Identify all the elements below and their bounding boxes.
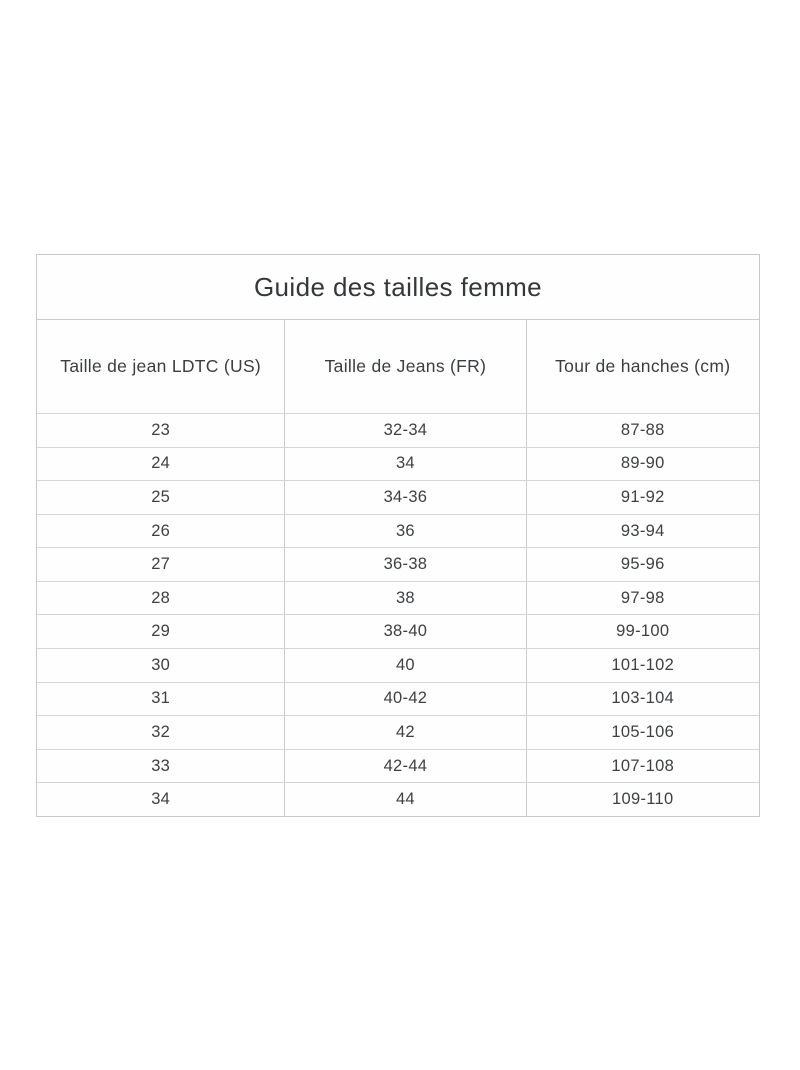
table-cell-us-size: 34 <box>37 783 286 816</box>
table-row: 27 36-38 95-96 <box>37 547 759 581</box>
table-cell-fr-size: 42-44 <box>285 749 527 783</box>
table-cell-hip-measure: 93-94 <box>620 521 665 540</box>
table-cell-hip-measure: 89-90 <box>620 454 665 473</box>
table-cell-us-size: 28 <box>37 581 286 615</box>
table-row: 29 38-40 99-100 <box>37 614 759 649</box>
table-row: 23 32-34 87-88 <box>37 413 759 447</box>
table-cell-hip-measure: 95-96 <box>620 555 665 574</box>
table-cell-us-size: 31 <box>37 682 286 716</box>
table-title-row: Guide des tailles femme <box>37 255 759 320</box>
table-cell-us-size: 32 <box>37 716 286 749</box>
table-row: 28 38 97-98 <box>37 580 759 615</box>
table-row: 31 40-42 103-104 <box>37 681 759 716</box>
table-cell-us-size: 24 <box>37 447 286 481</box>
table-cell-us-size: 29 <box>37 615 286 649</box>
table-row: 24 34 89-90 <box>37 446 759 481</box>
table-row: 34 44 109-110 <box>37 782 759 816</box>
table-cell-hip-measure: 107-108 <box>611 756 675 775</box>
table-cell-hip-measure: 99-100 <box>616 622 670 641</box>
table-cell-fr-size: 38-40 <box>285 615 527 649</box>
table-cell-hip-measure: 87-88 <box>620 420 665 439</box>
size-guide-table: Guide des tailles femme Taille de jean L… <box>36 254 760 817</box>
table-cell-fr-size: 32-34 <box>285 414 527 447</box>
table-cell-fr-size: 36 <box>285 514 527 548</box>
table-cell-hip-measure: 103-104 <box>611 689 675 708</box>
column-header-fr-size: Taille de Jeans (FR) <box>285 320 527 413</box>
table-row: 26 36 93-94 <box>37 513 759 548</box>
table-cell-fr-size: 38 <box>285 581 527 615</box>
table-header-row: Taille de jean LDTC (US) Taille de Jeans… <box>37 320 759 413</box>
table-cell-us-size: 25 <box>37 481 286 514</box>
table-row: 33 42-44 107-108 <box>37 748 759 783</box>
table-title: Guide des tailles femme <box>253 271 543 302</box>
table-cell-fr-size: 42 <box>285 716 527 749</box>
table-cell-hip-measure: 101-102 <box>611 655 675 674</box>
table-cell-us-size: 27 <box>37 548 286 581</box>
column-header-hip-measure: Tour de hanches (cm) <box>555 356 731 376</box>
table-row: 30 40 101-102 <box>37 648 759 682</box>
table-cell-us-size: 30 <box>37 649 286 682</box>
table-cell-us-size: 23 <box>37 414 286 447</box>
table-cell-hip-measure: 109-110 <box>612 790 674 809</box>
table-cell-fr-size: 44 <box>285 783 527 816</box>
table-cell-fr-size: 40-42 <box>285 682 527 716</box>
table-cell-hip-measure: 105-106 <box>611 722 675 741</box>
table-cell-fr-size: 36-38 <box>285 548 527 581</box>
table-cell-us-size: 33 <box>37 749 286 783</box>
column-header-us-size: Taille de jean LDTC (US) <box>37 320 286 413</box>
table-cell-hip-measure: 97-98 <box>620 588 665 607</box>
table-row: 32 42 105-106 <box>37 715 759 749</box>
table-cell-fr-size: 34-36 <box>285 481 527 514</box>
table-cell-fr-size: 40 <box>285 649 527 682</box>
table-cell-fr-size: 34 <box>285 447 527 481</box>
table-cell-hip-measure: 91-92 <box>620 487 665 506</box>
table-cell-us-size: 26 <box>37 514 286 548</box>
table-row: 25 34-36 91-92 <box>37 480 759 514</box>
table-body: 23 32-34 87-88 24 34 89-90 25 34-36 91-9… <box>37 413 759 816</box>
